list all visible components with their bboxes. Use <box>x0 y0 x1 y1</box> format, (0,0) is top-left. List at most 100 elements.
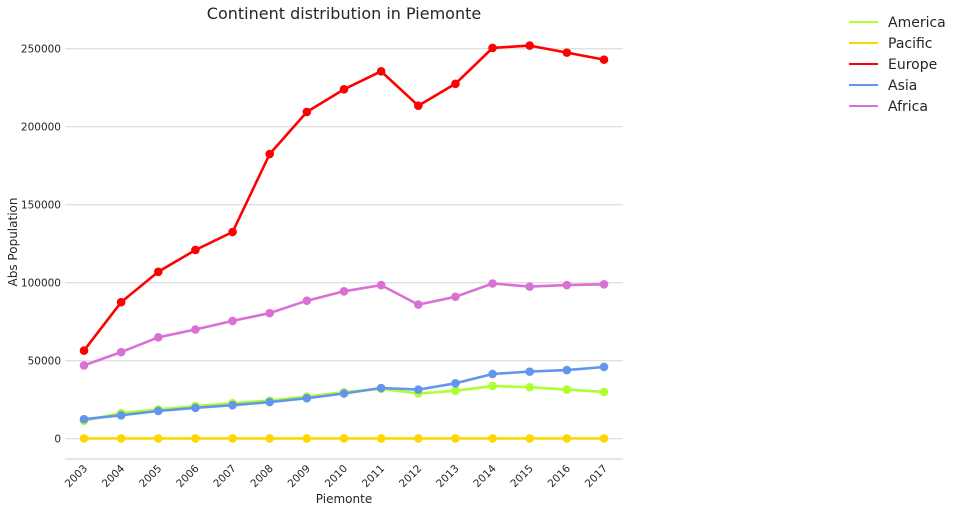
point-africa-2007 <box>228 316 237 326</box>
series-america <box>79 381 609 426</box>
point-africa-2016 <box>562 280 572 290</box>
point-europe-2014 <box>488 43 497 53</box>
point-pacific-2003 <box>79 434 89 443</box>
point-europe-2011 <box>376 67 386 76</box>
point-africa-2012 <box>413 300 423 309</box>
x-tick-label-2011: 2011 <box>360 463 387 490</box>
y-tick-label-100000: 100000 <box>21 278 61 290</box>
x-tick-label-2010: 2010 <box>323 463 350 490</box>
point-pacific-2008 <box>265 434 275 443</box>
point-asia-2017 <box>599 362 609 372</box>
point-america-2014 <box>488 381 497 391</box>
legend-label-europe: Europe <box>888 57 937 73</box>
point-europe-2015 <box>525 41 535 50</box>
point-europe-2007 <box>228 227 237 237</box>
point-asia-2009 <box>302 393 312 403</box>
legend: America Pacific Europe Asia Africa <box>849 15 946 115</box>
x-tick-label-2013: 2013 <box>434 463 461 490</box>
point-asia-2015 <box>525 367 535 376</box>
point-asia-2007 <box>228 400 237 410</box>
point-europe-2006 <box>191 245 200 255</box>
point-africa-2017 <box>599 279 609 289</box>
grid-lines <box>65 48 623 440</box>
point-asia-2016 <box>562 365 572 375</box>
point-pacific-2017 <box>599 434 609 443</box>
point-america-2015 <box>525 382 535 392</box>
x-tick-label-2004: 2004 <box>100 462 128 490</box>
point-africa-2005 <box>153 333 163 342</box>
x-axis-label: Piemonte <box>316 492 372 506</box>
point-europe-2010 <box>339 84 349 94</box>
point-europe-2016 <box>562 48 572 57</box>
point-pacific-2005 <box>153 434 163 443</box>
series-europe <box>79 41 609 355</box>
y-tick-label-200000: 200000 <box>21 122 61 134</box>
x-axis-ticks: 2003 2004 2005 2006 2007 2008 2009 2010 2011 2012… <box>63 462 610 490</box>
point-pacific-2004 <box>116 434 126 443</box>
point-america-2016 <box>562 385 572 394</box>
series-asia <box>79 362 609 424</box>
point-africa-2014 <box>488 279 497 288</box>
x-tick-label-2015: 2015 <box>508 463 535 490</box>
x-tick-label-2014: 2014 <box>471 462 499 490</box>
point-pacific-2010 <box>339 434 349 443</box>
series-line-africa <box>83 282 605 367</box>
point-europe-2004 <box>116 297 126 307</box>
point-asia-2010 <box>339 389 349 398</box>
point-europe-2008 <box>265 149 275 159</box>
x-tick-label-2009: 2009 <box>286 463 313 490</box>
series-pacific <box>79 434 609 443</box>
point-africa-2013 <box>451 292 460 302</box>
series-layer <box>79 41 609 443</box>
legend-label-africa: Africa <box>888 99 928 115</box>
y-tick-label-250000: 250000 <box>21 44 61 56</box>
point-africa-2009 <box>302 296 312 305</box>
point-asia-2004 <box>116 411 126 420</box>
point-europe-2013 <box>451 79 460 89</box>
point-africa-2006 <box>191 325 200 334</box>
x-tick-label-2007: 2007 <box>211 463 238 490</box>
point-africa-2003 <box>79 361 89 370</box>
point-pacific-2016 <box>562 434 572 443</box>
x-tick-label-2017: 2017 <box>583 463 610 490</box>
y-axis-label: Abs Population <box>6 198 20 287</box>
legend-label-america: America <box>888 15 946 31</box>
point-pacific-2013 <box>451 434 460 443</box>
x-tick-label-2005: 2005 <box>137 463 164 490</box>
x-tick-label-2012: 2012 <box>397 463 424 490</box>
point-america-2017 <box>599 387 609 397</box>
y-axis-ticks: 0 50000 100000 150000 200000 250000 <box>21 44 61 446</box>
point-asia-2012 <box>413 385 423 394</box>
y-tick-label-50000: 50000 <box>28 356 61 368</box>
point-europe-2003 <box>79 346 89 355</box>
point-asia-2003 <box>79 414 89 424</box>
chart-title: Continent distribution in Piemonte <box>207 4 481 23</box>
point-pacific-2015 <box>525 434 535 443</box>
x-tick-label-2003: 2003 <box>63 463 90 490</box>
point-asia-2006 <box>191 403 200 413</box>
point-asia-2013 <box>451 379 460 388</box>
point-africa-2004 <box>116 347 126 357</box>
y-tick-label-0: 0 <box>54 434 61 446</box>
x-tick-label-2008: 2008 <box>248 463 275 490</box>
point-europe-2017 <box>599 55 609 64</box>
x-tick-label-2006: 2006 <box>174 462 202 490</box>
point-asia-2011 <box>376 383 386 393</box>
point-africa-2011 <box>376 280 386 290</box>
point-asia-2005 <box>153 406 163 416</box>
point-africa-2008 <box>265 308 275 318</box>
point-europe-2009 <box>302 107 312 117</box>
legend-label-asia: Asia <box>888 78 917 94</box>
point-america-2013 <box>451 386 460 396</box>
y-tick-label-150000: 150000 <box>21 200 61 212</box>
point-europe-2005 <box>153 267 163 277</box>
x-tick-label-2016: 2016 <box>546 462 574 490</box>
point-pacific-2009 <box>302 434 312 443</box>
point-africa-2015 <box>525 282 535 291</box>
point-pacific-2014 <box>488 434 497 443</box>
point-pacific-2011 <box>376 434 386 443</box>
point-asia-2014 <box>488 369 497 379</box>
point-pacific-2006 <box>191 434 200 443</box>
series-africa <box>79 279 609 370</box>
